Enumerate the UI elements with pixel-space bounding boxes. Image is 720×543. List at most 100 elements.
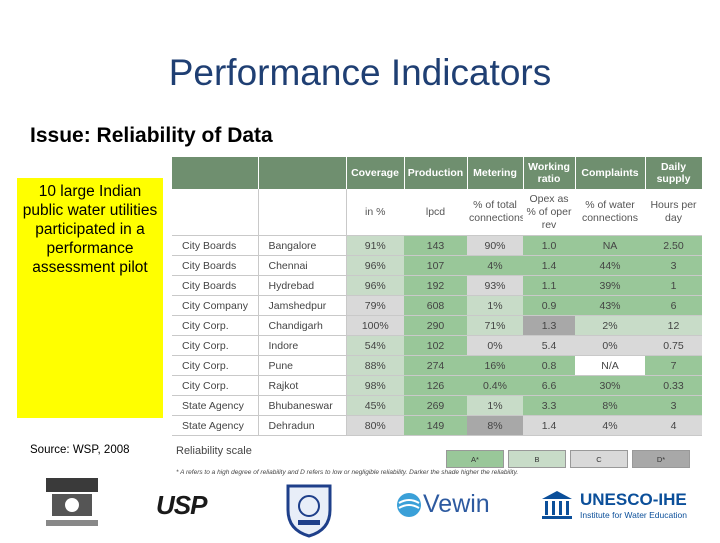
vewin-globe-icon [397,492,421,517]
row-city: Indore [258,335,347,356]
row-value: 6 [645,295,702,316]
table-row: City Company Jamshedpur 79% 608 1% 0.9 43% 6 [172,295,702,316]
row-type: City Corp. [172,315,259,336]
row-value: 3 [645,255,702,276]
row-value: 608 [404,295,467,316]
row-type: State Agency [172,395,259,416]
row-type: State Agency [172,415,259,436]
row-value: 3.3 [523,395,575,416]
row-value: 0.9 [523,295,575,316]
row-value: 16% [467,355,523,376]
source-note: Source: WSP, 2008 [30,444,130,456]
callout-text: 10 large Indian public water utilities p… [22,183,158,276]
row-value: 1.4 [523,255,575,276]
row-type: City Boards [172,255,259,276]
row-value: 1.1 [523,275,575,296]
header-production: Production [404,157,468,189]
row-city: Hydrebad [258,275,347,296]
row-value: 98% [346,375,404,396]
row-value: 1.3 [523,315,575,336]
scale-c: C [570,450,628,468]
row-value: 126 [404,375,467,396]
crest-icon [286,484,332,538]
row-type: City Corp. [172,375,259,396]
unit-complaints: % of water connections [575,189,645,236]
unit-daily-supply: Hours per day [645,189,702,236]
table-row: City Corp. Rajkot 98% 126 0.4% 6.6 30% 0.33 [172,375,702,396]
water-ministry-logo [42,476,102,537]
row-value: 6.6 [523,375,575,396]
table-header-row: Coverage Production Metering Working rat… [172,157,703,189]
row-value: 88% [346,355,404,376]
unesco-title: UNESCO-IHE [580,490,687,509]
row-value: 274 [404,355,467,376]
table-row: State Agency Dehradun 80% 149 8% 1.4 4% 4 [172,415,702,436]
performance-table: Coverage Production Metering Working rat… [172,157,703,436]
row-value: 0.8 [523,355,575,376]
row-value: 1% [467,295,523,316]
header-blank [172,157,259,189]
university-crest-logo [280,480,338,543]
row-type: City Boards [172,235,259,256]
unit-metering: % of total connections [467,189,523,236]
row-value: 4% [575,415,645,436]
table-row: City Boards Chennai 96% 107 4% 1.4 44% 3 [172,255,702,276]
reliability-note: * A refers to a high degree of reliabili… [176,469,519,476]
callout-box: 10 large Indian public water utilities p… [17,178,163,418]
row-value: 0% [575,335,645,356]
row-value: 39% [575,275,645,296]
row-value: 1 [645,275,702,296]
header-coverage: Coverage [346,157,405,189]
row-type: City Corp. [172,335,259,356]
row-value: 143 [404,235,467,256]
row-value: 4% [467,255,523,276]
row-value: 96% [346,255,404,276]
performance-table-wrap: Coverage Production Metering Working rat… [172,157,703,436]
row-city: Dehradun [258,415,347,436]
unit-production: lpcd [404,189,467,236]
row-value: 2% [575,315,645,336]
header-daily-supply: Daily supply [645,157,703,189]
header-working-ratio: Working ratio [523,157,576,189]
row-value: N/A [575,355,645,376]
vewin-text: Vewin [423,490,490,518]
row-value: 30% [575,375,645,396]
row-value: 96% [346,275,404,296]
row-city: Chennai [258,255,347,276]
reliability-scale-label: Reliability scale [176,445,252,457]
units-row: in % lpcd % of total connections Opex as… [172,189,702,236]
slide-title: Performance Indicators [168,52,552,93]
row-type: City Corp. [172,355,259,376]
row-value: 100% [346,315,404,336]
unesco-temple-icon [542,491,572,519]
row-value: 1.4 [523,415,575,436]
ministry-emblem-icon [46,478,98,526]
row-value: 91% [346,235,404,256]
units-blank [258,189,347,236]
row-value: NA [575,235,645,256]
row-city: Bhubaneswar [258,395,347,416]
row-value: 43% [575,295,645,316]
header-complaints: Complaints [575,157,646,189]
header-metering: Metering [467,157,524,189]
row-value: 3 [645,395,702,416]
scale-a: A* [446,450,504,468]
row-value: 107 [404,255,467,276]
usp-logo: USP [156,490,207,520]
table-row: City Corp. Chandigarh 100% 290 71% 1.3 2% 12 [172,315,702,336]
scale-b: B [508,450,566,468]
row-value: 12 [645,315,702,336]
table-row: State Agency Bhubaneswar 45% 269 1% 3.3 8% 3 [172,395,702,416]
row-value: 7 [645,355,702,376]
row-value: 1% [467,395,523,416]
row-value: 79% [346,295,404,316]
row-value: 5.4 [523,335,575,356]
unesco-ihe-logo: UNESCO-IHE Institute for Water Education [540,489,687,521]
row-value: 8% [575,395,645,416]
table-row: City Corp. Pune 88% 274 16% 0.8 N/A 7 [172,355,702,376]
row-type: City Company [172,295,259,316]
row-city: Rajkot [258,375,347,396]
row-value: 290 [404,315,467,336]
row-value: 71% [467,315,523,336]
row-value: 192 [404,275,467,296]
